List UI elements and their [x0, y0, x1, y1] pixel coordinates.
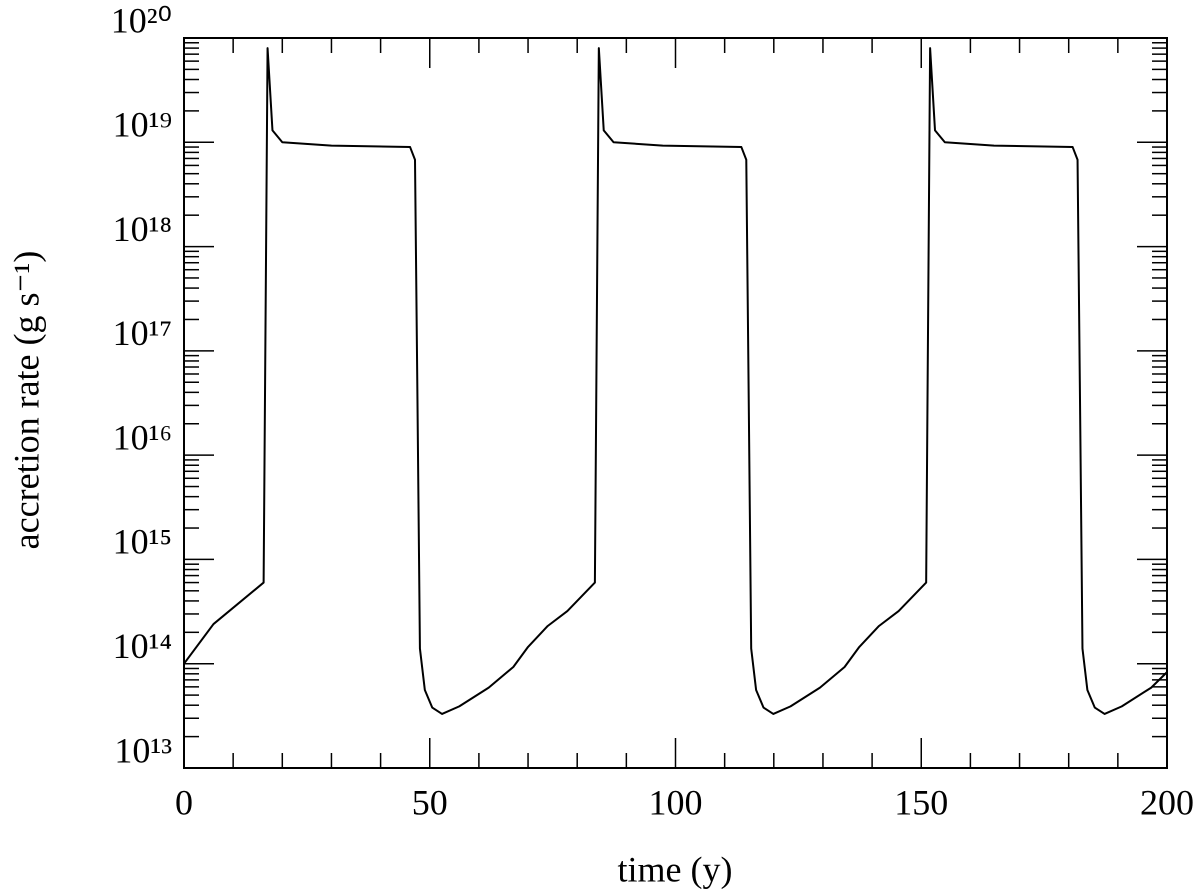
x-axis-label: time (y)	[618, 849, 733, 889]
plot-frame	[183, 37, 1168, 769]
y-tick-label: 10¹⁹	[113, 105, 172, 145]
x-tick-label: 50	[412, 782, 448, 822]
y-tick-label: 10¹³	[114, 730, 172, 770]
y-tick-label: 10²⁰	[111, 0, 172, 40]
y-tick-label: 10¹⁵	[113, 522, 172, 562]
x-tick-label: 0	[175, 782, 193, 822]
y-tick-label: 10¹⁶	[113, 417, 172, 457]
x-tick-label: 150	[894, 782, 948, 822]
y-tick-label: 10¹⁷	[113, 313, 172, 353]
x-tick-label: 200	[1140, 782, 1194, 822]
y-tick-label: 10¹⁴	[113, 626, 172, 666]
y-tick-label: 10¹⁸	[113, 209, 172, 249]
data-line	[183, 47, 1168, 715]
y-axis-label: accretion rate (g s⁻¹)	[6, 251, 46, 550]
x-tick-label: 100	[649, 782, 703, 822]
